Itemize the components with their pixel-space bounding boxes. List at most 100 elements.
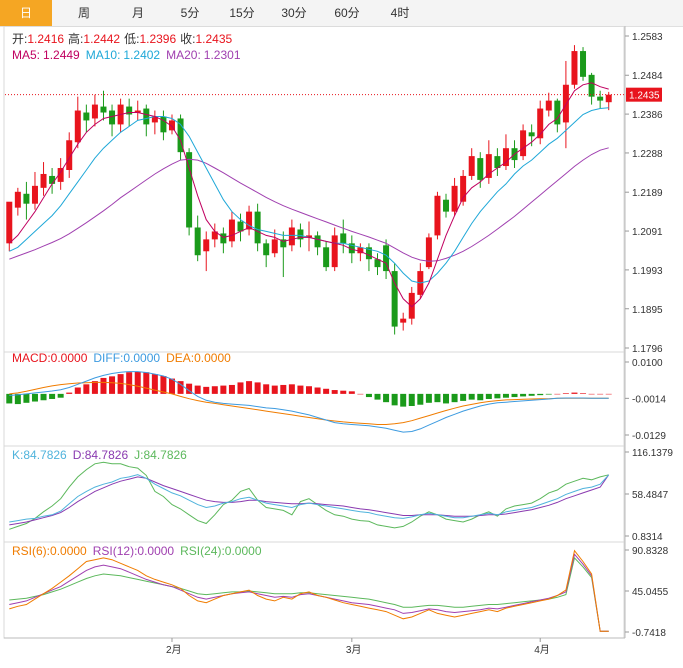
macd-bar: [126, 372, 133, 394]
date-label: 2月: [166, 644, 182, 656]
macd-bar: [109, 376, 116, 394]
macd-bar: [597, 393, 604, 395]
macd-bar: [117, 374, 124, 394]
macd-bar: [297, 385, 304, 394]
rsi24-line: [9, 556, 609, 632]
candle-body: [263, 243, 270, 256]
candle-body: [580, 51, 587, 77]
candle-body: [83, 112, 90, 121]
macd-bar: [288, 384, 295, 394]
candle-body: [383, 245, 390, 272]
macd-bar: [588, 393, 595, 395]
tab-4[interactable]: 5分: [180, 6, 200, 20]
candle-body: [151, 116, 158, 123]
candle-body: [365, 247, 372, 260]
candle-body: [57, 168, 64, 182]
macd-bar: [74, 387, 81, 394]
candle-body: [211, 231, 218, 240]
tab-8[interactable]: 4时: [390, 6, 410, 20]
macd-bar: [417, 393, 424, 405]
candle-body: [314, 235, 321, 248]
macd-bar: [280, 384, 287, 394]
ma10-label: MA10:: [86, 48, 121, 62]
kdj-j-line: [9, 461, 609, 530]
macd-label: MACD:: [12, 351, 51, 365]
forex-candlestick-chart[interactable]: 1.2583 1.2484 1.2386 1.2288 1.2189 1.2091 1.19…: [0, 26, 683, 668]
macd-bar: [520, 393, 527, 397]
rsi-axis-tick-label: 45.0455: [632, 587, 669, 598]
macd-bar: [151, 374, 158, 394]
candle-body: [246, 211, 253, 230]
macd-bar: [562, 393, 569, 394]
macd-bar: [460, 393, 467, 401]
rsi24-label: RSI(24):: [180, 544, 225, 558]
open-label: 开:: [12, 32, 27, 46]
candle-body: [554, 100, 561, 125]
macd-bar: [434, 393, 441, 403]
candle-body: [177, 118, 184, 153]
macd-bar: [83, 384, 90, 394]
candle-body: [400, 318, 407, 323]
candle-body: [485, 154, 492, 178]
candle-body: [40, 173, 47, 188]
candle-body: [331, 235, 338, 268]
rsi12-value: 0.0000: [137, 544, 174, 558]
candle-body: [425, 237, 432, 268]
macd-bar: [451, 393, 458, 403]
candle-body: [434, 195, 441, 236]
candle-body: [323, 247, 330, 268]
candle-body: [220, 233, 227, 244]
macd-bar: [254, 382, 261, 394]
k-label: K:: [12, 448, 23, 462]
price-axis-tick-label: 1.1796: [632, 344, 663, 355]
macd-axis-tick-label: -0.0129: [632, 431, 666, 442]
candle-body: [228, 219, 235, 242]
price-axis-tick-label: 1.1895: [632, 305, 663, 316]
tab-7[interactable]: 60分: [334, 6, 360, 20]
macd-bar: [468, 393, 475, 400]
candle-body: [545, 100, 552, 111]
macd-bar: [545, 393, 552, 395]
macd-bar: [502, 393, 509, 398]
date-label: 4月: [534, 644, 550, 656]
macd-axis-tick-label: 0.0100: [632, 358, 663, 369]
ma20-value: 1.2301: [204, 48, 241, 62]
kdj-axis-tick-label: 0.8314: [632, 532, 663, 543]
macd-bar: [263, 384, 270, 394]
rsi6-value: 0.0000: [50, 544, 87, 558]
macd-bar: [340, 390, 347, 394]
tab-6[interactable]: 30分: [281, 6, 307, 20]
rsi12-label: RSI(12):: [93, 544, 138, 558]
high-label: 高:: [68, 31, 83, 46]
date-label: 3月: [346, 644, 362, 656]
j-label: J:: [134, 448, 143, 462]
tab-2[interactable]: 周: [77, 6, 90, 20]
candle-body: [597, 96, 604, 101]
tab-5[interactable]: 15分: [229, 6, 255, 20]
macd-bar: [23, 393, 30, 403]
macd-bar: [194, 385, 201, 394]
candle-body: [254, 211, 261, 244]
candle-body: [340, 233, 347, 244]
macd-bar: [391, 393, 398, 406]
macd-bar: [485, 393, 492, 399]
macd-bar: [186, 383, 193, 394]
macd-bar: [91, 381, 98, 394]
candle-body: [143, 108, 150, 125]
kdj-k-line: [9, 474, 610, 523]
macd-bar: [40, 393, 47, 401]
tab-3[interactable]: 月: [131, 6, 144, 20]
macd-bar: [323, 388, 330, 394]
candle-body: [237, 221, 244, 232]
rsi-axis-tick-label: -0.7418: [632, 628, 666, 639]
tab-1[interactable]: 日: [0, 0, 52, 26]
candle-body: [31, 185, 38, 204]
macd-bar: [571, 392, 578, 394]
ma-legend: MA5: 1.2449 MA10: 1.2402 MA20: 1.2301: [12, 48, 241, 62]
candle-body: [494, 156, 501, 169]
candle-body: [6, 201, 13, 244]
candle-body: [126, 106, 133, 115]
macd-bar: [49, 393, 56, 399]
candle-body: [528, 132, 535, 137]
macd-bar: [528, 393, 535, 396]
